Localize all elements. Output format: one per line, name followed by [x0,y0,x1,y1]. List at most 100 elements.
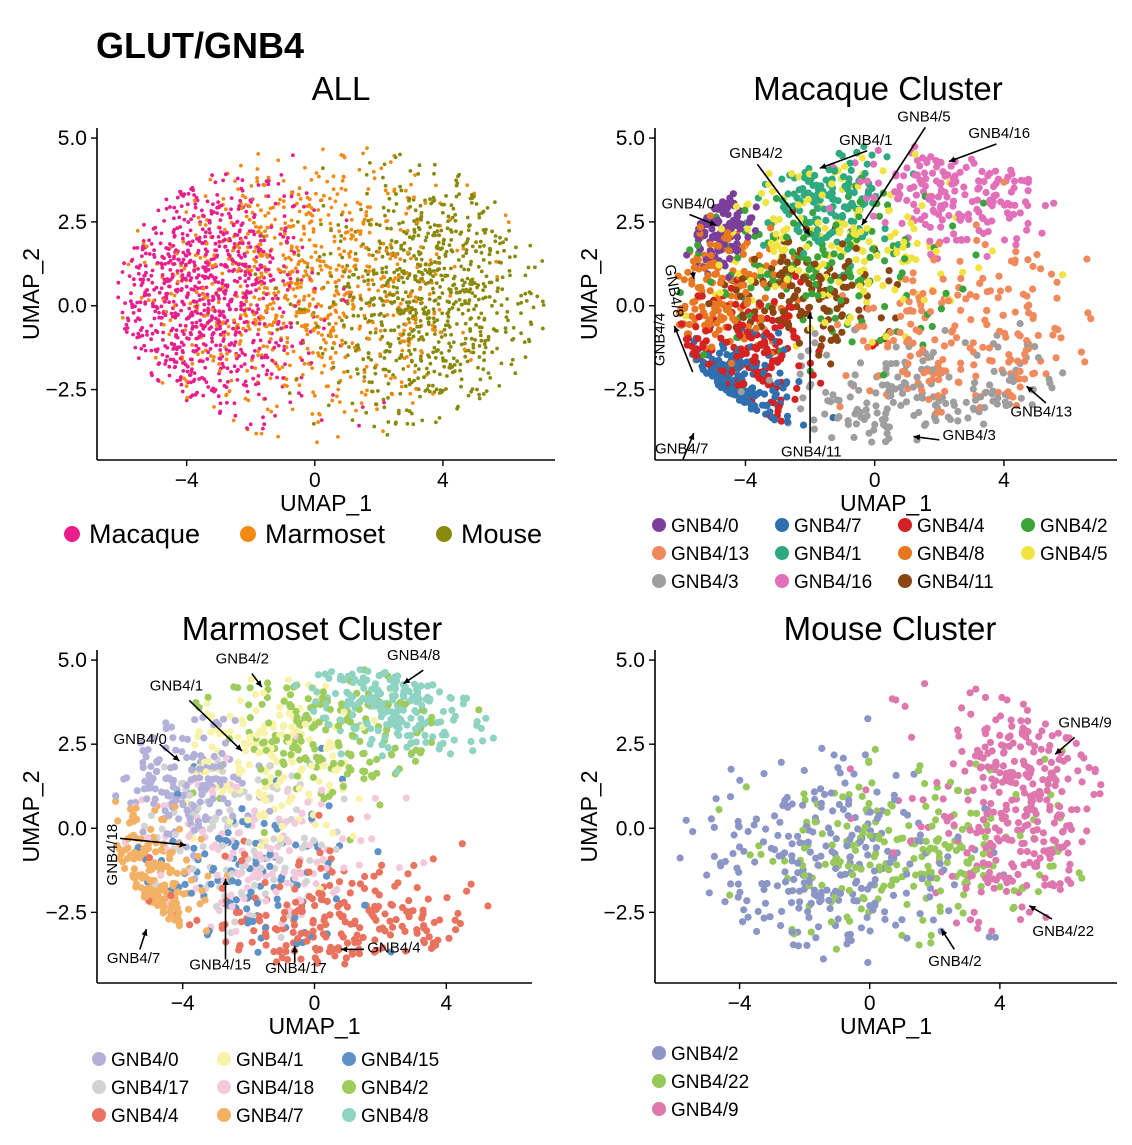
point-marmoset [252,295,257,300]
point-macaque [197,377,202,381]
point-gnb4-13 [1012,401,1021,410]
annotation-label: GNB4/5 [897,108,950,125]
point-marmoset [348,375,353,379]
point-mouse [339,234,344,238]
point-marmoset [385,299,390,303]
point-macaque [218,378,223,383]
point-macaque [179,261,184,265]
point-marmoset [336,263,341,268]
point-macaque [201,393,206,398]
point-mouse [431,350,435,355]
point-macaque [200,323,205,328]
point-marmoset [272,235,277,240]
point-gnb4-13 [983,307,991,315]
point-marmoset [232,318,236,322]
point-gnb4-1 [841,182,849,190]
legend-swatch [652,574,666,588]
point-macaque [204,285,209,290]
point-mouse [383,328,387,333]
point-gnb4-17 [270,876,278,884]
point-marmoset [367,264,372,269]
point-mouse [432,260,437,264]
point-mouse [416,225,421,230]
point-gnb4-5 [715,261,723,269]
point-macaque [185,364,190,369]
point-macaque [207,302,211,306]
point-macaque [207,227,212,232]
point-macaque [157,290,162,295]
point-mouse [459,230,464,235]
point-marmoset [361,151,365,156]
y-tick-label: 0.0 [58,295,87,318]
point-macaque [120,310,125,315]
point-gnb4-3 [1008,373,1016,381]
point-gnb4-8 [770,271,778,279]
point-mouse [495,289,500,294]
point-mouse [426,383,431,388]
point-gnb4-16 [964,210,973,218]
point-gnb4-3 [931,401,940,409]
point-marmoset [200,350,205,354]
legend-swatch [898,546,912,560]
point-gnb4-13 [954,291,962,299]
point-gnb4-0 [683,251,691,259]
point-mouse [402,271,407,276]
point-marmoset [319,304,324,308]
point-gnb4-13 [1019,290,1027,298]
point-gnb4-11 [840,273,848,281]
point-mouse [408,310,413,315]
point-gnb4-2 [881,257,889,265]
point-gnb4-11 [738,275,746,283]
point-mouse [413,363,418,368]
point-gnb4-5 [884,246,892,254]
point-gnb4-13 [976,279,984,287]
x-tick-label: −4 [175,469,199,492]
point-macaque [282,214,287,219]
point-gnb4-18 [317,800,325,808]
point-marmoset [255,176,259,180]
point-marmoset [462,347,467,352]
point-marmoset [220,271,225,276]
point-gnb4-18 [420,859,428,867]
point-macaque [238,276,242,281]
point-mouse [490,303,494,308]
point-mouse [466,301,471,306]
point-gnb4-8 [714,307,722,315]
point-gnb4-15 [338,775,347,783]
point-gnb4-3 [887,360,895,368]
point-gnb4-2 [763,270,772,279]
point-mouse [528,243,533,248]
point-mouse [440,311,445,316]
point-marmoset [331,325,335,330]
annotation-arrow [861,126,926,226]
point-gnb4-15 [231,843,239,851]
point-gnb4-3 [882,365,890,373]
point-macaque [206,311,211,315]
point-macaque [195,275,199,280]
point-gnb4-5 [868,338,876,346]
point-mouse [476,283,480,288]
point-marmoset [410,401,415,405]
point-marmoset [400,339,404,344]
point-gnb4-3 [954,407,962,416]
point-gnb4-2 [788,248,797,256]
point-mouse [356,346,361,350]
point-macaque [123,301,127,305]
point-mouse [437,391,442,395]
point-macaque [228,238,233,243]
point-mouse [413,208,418,213]
point-gnb4-4 [770,298,779,306]
point-gnb4-16 [1024,219,1032,228]
point-gnb4-0 [715,217,723,226]
point-gnb4-13 [1077,348,1085,356]
point-mouse [426,280,431,285]
point-marmoset [299,238,304,242]
point-macaque [221,231,226,236]
point-gnb4-1 [831,167,839,175]
point-mouse [399,308,403,312]
point-macaque [300,245,305,250]
point-macaque [206,385,211,389]
point-gnb4-5 [852,256,860,264]
point-gnb4-16 [975,184,983,192]
